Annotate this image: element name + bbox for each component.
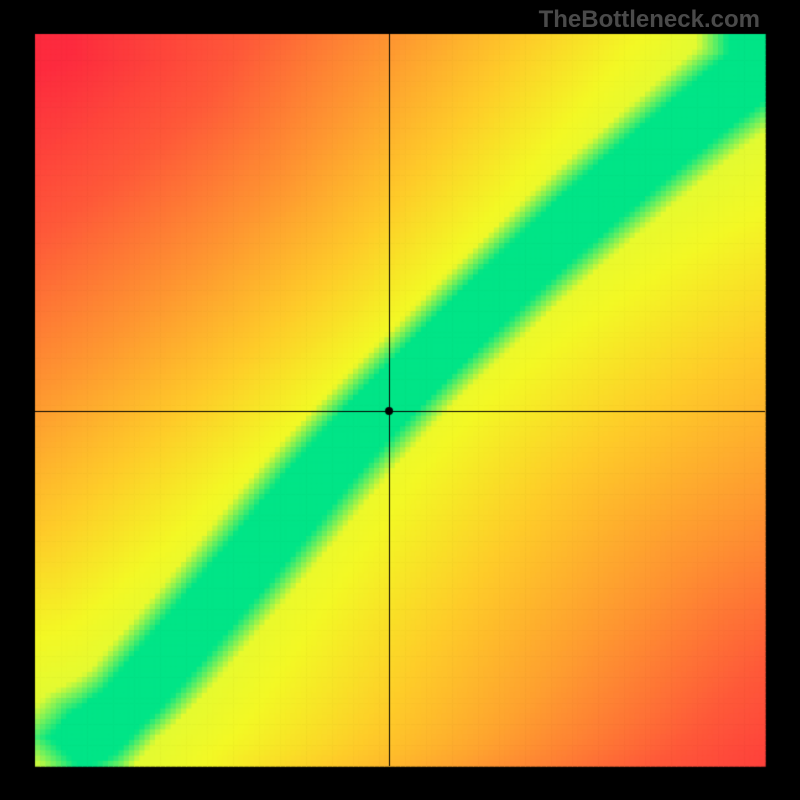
watermark-text: TheBottleneck.com (539, 6, 760, 34)
bottleneck-heatmap (0, 0, 800, 800)
chart-container: TheBottleneck.com (0, 0, 800, 800)
